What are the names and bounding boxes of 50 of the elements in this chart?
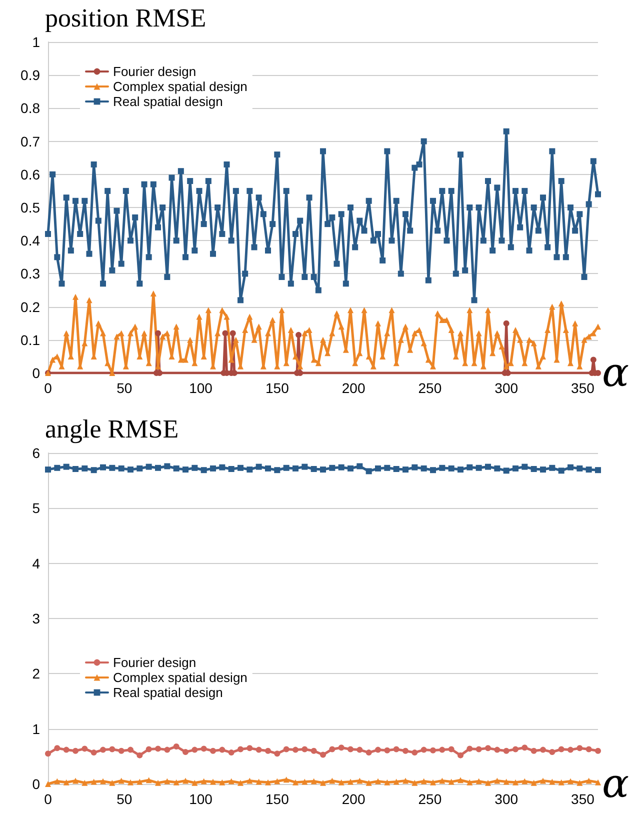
chart-title: angle RMSE <box>45 414 179 444</box>
y-tick-label: 1 <box>32 720 40 737</box>
x-tick-label: 100 <box>189 791 213 807</box>
chart-title: position RMSE <box>45 4 206 32</box>
point <box>230 330 236 336</box>
legend-label: Complex spatial design <box>113 79 248 94</box>
x-tick-label: 300 <box>494 791 518 807</box>
y-tick-label: 0 <box>32 365 40 381</box>
x-tick-label: 50 <box>116 791 132 807</box>
y-tick-label: 0 <box>32 776 40 792</box>
x-tick-label: 50 <box>116 380 132 396</box>
y-tick-label: 0.4 <box>20 232 40 249</box>
point <box>155 330 161 336</box>
x-tick-label: 150 <box>265 791 290 807</box>
y-tick-label: 0.8 <box>20 100 40 116</box>
y-tick-label: 0.2 <box>20 298 40 315</box>
y-tick-label: 5 <box>32 500 40 516</box>
x-tick-label: 0 <box>44 791 52 807</box>
x-axis-title: α <box>602 761 630 807</box>
x-tick-label: 100 <box>189 380 213 396</box>
y-tick-label: 0.9 <box>20 67 40 84</box>
legend-label: Real spatial design <box>113 685 223 700</box>
x-tick-label: 300 <box>494 380 518 396</box>
y-tick-label: 0.1 <box>20 332 40 348</box>
x-axis-title: α <box>602 350 630 396</box>
y-tick-label: 2 <box>32 666 40 682</box>
y-tick-label: 6 <box>32 445 40 461</box>
x-tick-label: 0 <box>44 380 52 396</box>
x-tick-label: 200 <box>342 791 366 807</box>
point <box>222 330 228 336</box>
x-tick-label: 250 <box>418 791 442 807</box>
x-tick-label: 350 <box>571 380 595 396</box>
y-tick-label: 0.7 <box>20 133 40 150</box>
y-tick-label: 1 <box>32 34 40 50</box>
legend-label: Real spatial design <box>113 94 223 109</box>
y-tick-label: 3 <box>32 610 40 626</box>
legend-label: Complex spatial design <box>113 670 248 685</box>
y-tick-label: 0.6 <box>20 166 40 182</box>
x-tick-label: 200 <box>342 380 366 396</box>
point <box>590 356 596 363</box>
y-tick-label: 0.5 <box>20 200 40 216</box>
y-tick-label: 0.3 <box>20 266 40 282</box>
legend-label: Fourier design <box>113 64 196 79</box>
legend-label: Fourier design <box>113 655 196 670</box>
x-tick-label: 250 <box>418 380 442 396</box>
y-tick-label: 4 <box>32 555 40 572</box>
x-tick-label: 150 <box>265 380 290 396</box>
point <box>296 332 302 338</box>
point <box>503 320 510 326</box>
x-tick-label: 350 <box>571 791 595 807</box>
